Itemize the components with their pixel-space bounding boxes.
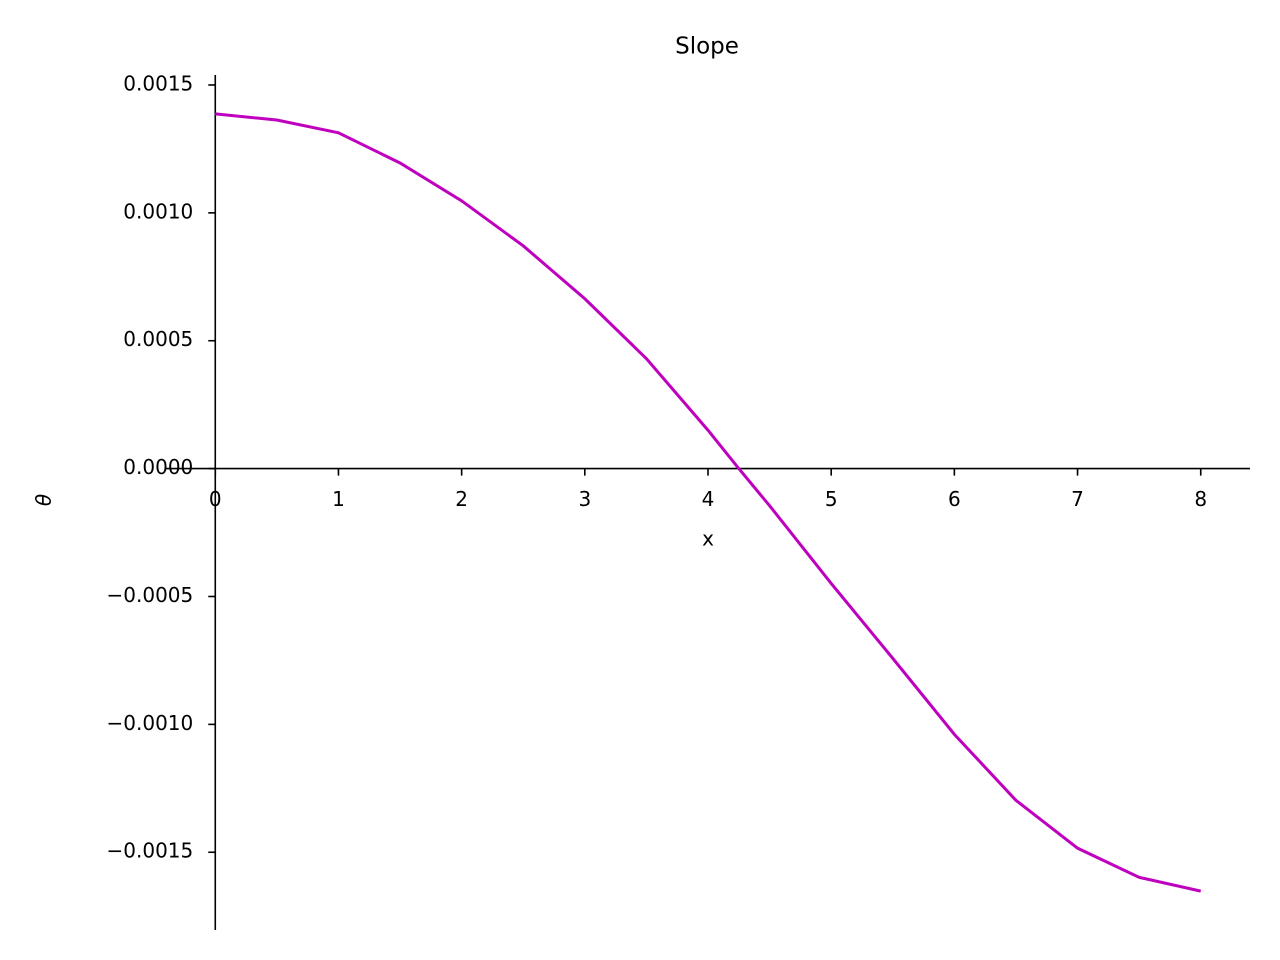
x-axis-label: x: [702, 527, 714, 551]
y-tick-label: −0.0015: [107, 839, 194, 863]
x-tick-label: 0: [209, 487, 222, 511]
x-tick-label: 8: [1194, 487, 1207, 511]
y-tick-label: −0.0005: [107, 583, 194, 607]
x-tick-label: 7: [1071, 487, 1084, 511]
y-tick-label: 0.0005: [123, 327, 193, 351]
x-tick-label: 4: [702, 487, 715, 511]
y-axis-label: θ: [32, 494, 56, 506]
line-series: [215, 112, 1202, 893]
y-tick-label: 0.0015: [123, 71, 193, 95]
x-tick-label: 1: [332, 487, 345, 511]
x-tick-label: 5: [825, 487, 838, 511]
y-tick-label: 0.0000: [123, 455, 193, 479]
y-tick-label: −0.0010: [107, 711, 194, 735]
chart-title: Slope: [675, 34, 739, 60]
x-tick-label: 3: [578, 487, 591, 511]
x-tick-label: 2: [455, 487, 468, 511]
y-tick-label: 0.0010: [123, 199, 193, 223]
x-tick-label: 6: [948, 487, 961, 511]
